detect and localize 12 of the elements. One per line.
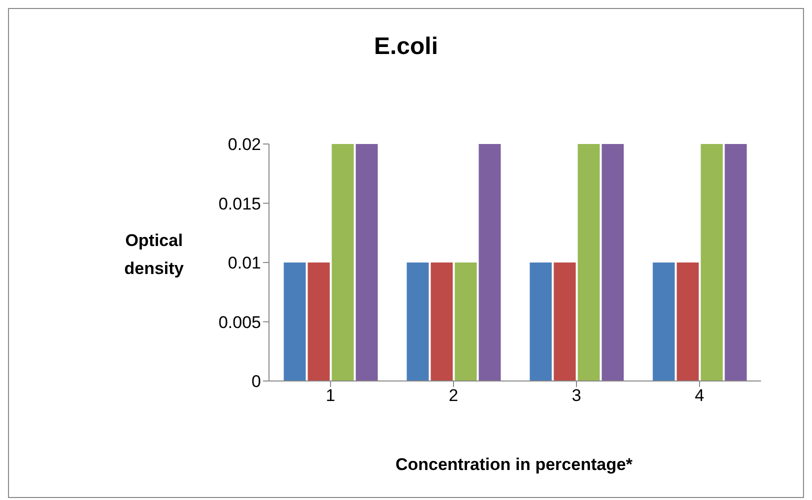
x-tick-label: 4: [694, 386, 704, 406]
y-tick-label: 0.015: [218, 194, 261, 214]
chart-title: E.coli: [372, 33, 440, 61]
x-axis-title: Concentration in percentage*: [394, 455, 634, 475]
y-tick-label: 0: [252, 372, 261, 392]
x-tick-label: 1: [326, 386, 336, 406]
x-tick-label: 2: [448, 386, 458, 406]
x-tick-label: 3: [572, 386, 582, 406]
y-tick-label: 0.005: [218, 312, 261, 332]
y-tick-label: 0.02: [228, 135, 261, 154]
y-tick-label: 0.01: [228, 254, 261, 273]
y-axis-title: Optical density: [123, 230, 185, 280]
